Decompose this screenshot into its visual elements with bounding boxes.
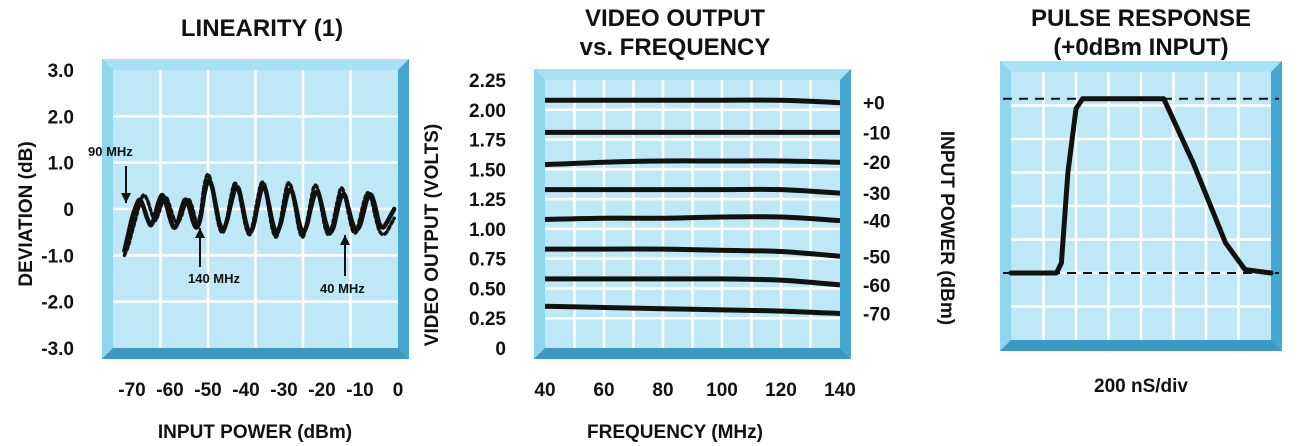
right-tick-label: +0 <box>863 94 885 115</box>
y-tick-label: -3.0 <box>41 339 74 360</box>
x-tick-label: 140 <box>824 380 856 401</box>
y-tick-label: 0 <box>63 200 74 221</box>
frame-bevel-left <box>1000 61 1011 351</box>
series-line <box>544 303 841 316</box>
y-tick-label: 1.0 <box>48 154 74 175</box>
y-tick-label: 2.0 <box>48 107 74 128</box>
series-line <box>545 246 841 259</box>
series-line <box>545 97 841 106</box>
x-axis-label: 200 nS/div <box>1094 376 1188 397</box>
right-tick-label: -30 <box>863 184 890 205</box>
y-tick-labels: 3.0 2.0 1.0 0 -1.0 -2.0 -3.0 <box>41 61 74 360</box>
right-tick-label: -20 <box>863 153 890 174</box>
right-tick-label: -10 <box>863 123 890 144</box>
annotation-label: 40 MHz <box>320 281 365 296</box>
chart-subtitle: vs. FREQUENCY <box>580 34 771 61</box>
frame-bevel-right <box>840 69 851 359</box>
annotation-arrowhead <box>195 228 205 238</box>
series-line <box>544 214 841 224</box>
y-tick-label: 2.00 <box>469 101 506 122</box>
y-tick-label: 1.00 <box>469 220 506 241</box>
y-tick-labels: 2.25 2.00 1.75 1.50 1.25 1.00 0.75 0.50 0.25 0 <box>469 71 506 360</box>
x-tick-labels: 40 60 80 100 120 140 <box>534 380 855 401</box>
annotations: 90 MHz 140 MHz 40 MHz <box>88 144 365 296</box>
right-tick-label: -50 <box>863 247 890 268</box>
pulse-trace <box>1008 96 1274 276</box>
y-tick-label: 0.50 <box>469 279 506 300</box>
x-tick-label: 60 <box>593 380 614 401</box>
series-line <box>545 276 841 288</box>
grid <box>545 80 840 348</box>
right-tick-label: -60 <box>863 276 890 297</box>
y-axis-label: DEVIATION (dB) <box>16 141 37 286</box>
y-tick-label: 1.25 <box>469 190 506 211</box>
frame-bevel-top <box>534 69 851 80</box>
x-axis-label: FREQUENCY (MHz) <box>587 422 763 443</box>
series-group <box>1008 96 1274 276</box>
right-tick-label: -40 <box>863 212 890 233</box>
chart-title: VIDEO OUTPUT <box>585 5 765 32</box>
x-tick-label: -60 <box>156 380 183 401</box>
series-line <box>544 158 841 168</box>
right-tick-label: -70 <box>863 304 890 325</box>
x-tick-label: 80 <box>652 380 673 401</box>
series-line <box>545 186 841 196</box>
linearity-chart: LINEARITY (1) 3.0 2.0 1.0 0 -1.0 -2.0 -3.0 -70… <box>16 15 409 443</box>
series-group <box>122 172 397 258</box>
x-axis-label: INPUT POWER (dBm) <box>158 422 352 443</box>
x-tick-label: -50 <box>194 380 221 401</box>
series-line <box>122 172 396 258</box>
annotation-label: 90 MHz <box>88 144 133 159</box>
x-tick-label: -40 <box>232 380 259 401</box>
annotation-arrowhead <box>121 193 131 203</box>
annotation-arrowhead <box>340 235 350 245</box>
frame-bevel-bottom <box>534 348 851 359</box>
chart-subtitle: (+0dBm INPUT) <box>1053 34 1228 61</box>
frame-bevel-top <box>102 59 409 70</box>
x-tick-label: 0 <box>393 380 404 401</box>
y-tick-label: 1.50 <box>469 160 506 181</box>
y-tick-label: -2.0 <box>41 293 74 314</box>
frame-bevel-bottom <box>1000 340 1282 351</box>
frame-bevel-right <box>398 59 409 359</box>
x-tick-label: -10 <box>346 380 373 401</box>
video-output-chart: VIDEO OUTPUT vs. FREQUENCY 2.25 2.00 1.75 1… <box>422 5 957 443</box>
y-axis-label: VIDEO OUTPUT (VOLTS) <box>422 124 443 346</box>
linearity-chart-panel: LINEARITY (1) 3.0 2.0 1.0 0 -1.0 -2.0 -3.0 -70… <box>0 0 420 446</box>
x-tick-label: 100 <box>706 380 738 401</box>
frame-bevel-bottom <box>102 348 409 359</box>
x-tick-labels: -70 -60 -50 -40 -30 -20 -10 0 <box>118 380 403 401</box>
y-tick-label: 0 <box>495 339 506 360</box>
series-group <box>544 97 841 316</box>
y-tick-label: -1.0 <box>41 246 74 267</box>
x-tick-label: -70 <box>118 380 145 401</box>
x-tick-label: 40 <box>534 380 555 401</box>
pulse-response-chart: PULSE RESPONSE (+0dBm INPUT) 200 nS/div <box>1000 5 1282 397</box>
y-tick-label: 3.0 <box>48 61 74 82</box>
y-tick-label: 0.75 <box>469 250 506 271</box>
video-output-chart-panel: VIDEO OUTPUT vs. FREQUENCY 2.25 2.00 1.75 1… <box>420 0 957 446</box>
right-axis-label: INPUT POWER (dBm) <box>936 131 957 325</box>
y-tick-label: 0.25 <box>469 309 506 330</box>
frame-bevel-top <box>1000 61 1282 72</box>
right-tick-labels: +0 -10 -20 -30 -40 -50 -60 -70 <box>863 94 890 326</box>
annotation-label: 140 MHz <box>188 271 241 286</box>
y-tick-label: 2.25 <box>469 71 506 92</box>
chart-title: PULSE RESPONSE <box>1031 5 1251 32</box>
frame-bevel-left <box>534 69 545 359</box>
x-tick-label: -20 <box>308 380 335 401</box>
reference-lines <box>1003 97 1279 274</box>
y-tick-label: 1.75 <box>469 131 506 152</box>
chart-title: LINEARITY (1) <box>181 15 343 42</box>
pulse-response-chart-panel: PULSE RESPONSE (+0dBm INPUT) 200 nS/div <box>960 0 1302 446</box>
x-tick-label: 120 <box>765 380 797 401</box>
frame-bevel-right <box>1271 61 1282 351</box>
x-tick-label: -30 <box>270 380 297 401</box>
frame-bevel-left <box>102 59 113 359</box>
